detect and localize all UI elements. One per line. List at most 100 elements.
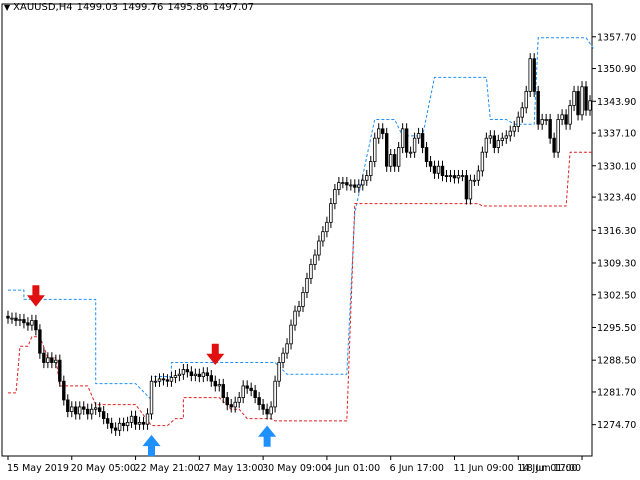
candle-body (496, 140, 501, 148)
close-value: 1497.07 (212, 2, 255, 13)
candle-body (333, 189, 337, 205)
buy-arrow-icon (258, 425, 277, 447)
candle-body (297, 306, 301, 312)
candle-body (488, 135, 493, 139)
candle-body (440, 165, 445, 176)
collapse-triangle-icon[interactable]: ▼ (4, 3, 11, 12)
candle-body (508, 130, 512, 137)
candle-body (516, 116, 520, 127)
candle-body (572, 91, 576, 106)
open-value: 1499.03 (76, 2, 118, 13)
x-tick-label: 22 May 21:00 (135, 463, 200, 474)
candle-body (353, 184, 357, 188)
candle-body (349, 184, 353, 187)
candle-body (30, 320, 34, 326)
upper-channel-line (8, 37, 595, 402)
candle-body (444, 175, 449, 177)
candle-body (476, 170, 481, 181)
candle-body (416, 133, 421, 139)
candle-body (78, 406, 82, 415)
candle-body (54, 359, 58, 363)
candle-body (62, 380, 66, 401)
candle-body (50, 357, 54, 363)
candle-body (169, 377, 174, 382)
x-tick-label: 30 May 09:00 (262, 463, 327, 474)
candle-body (341, 182, 345, 184)
y-tick-label: 1274.70 (597, 420, 636, 431)
candle-body (225, 397, 229, 405)
candle-body (101, 411, 106, 420)
candle-body (588, 100, 592, 111)
candle-body (580, 86, 584, 116)
candle-body (361, 179, 365, 186)
y-tick-label: 1288.50 (597, 356, 636, 367)
candle-body (161, 378, 166, 381)
candle-body (460, 175, 465, 177)
candle-body (58, 359, 62, 382)
candle-body (86, 408, 90, 415)
candle-body (420, 133, 425, 148)
candle-body (536, 91, 540, 125)
candle-body (392, 154, 397, 167)
candle-body (321, 231, 325, 242)
x-tick-label: 15 May 2019 (7, 463, 69, 474)
candle-body (109, 422, 114, 429)
candle-body (548, 119, 552, 139)
candle-body (141, 421, 146, 425)
candle-body (205, 372, 210, 377)
candle-body (325, 221, 329, 233)
candle-body (448, 175, 453, 177)
candle-body (317, 240, 321, 256)
candle-body (301, 292, 305, 307)
candle-body (177, 373, 182, 377)
x-tick-label: 27 May 13:00 (198, 463, 263, 474)
x-tick-label: 14 Jun 01:00 (517, 463, 577, 474)
candle-body (365, 175, 369, 181)
candle-body (436, 165, 441, 174)
candle-body (313, 254, 317, 265)
candle-body (285, 343, 289, 354)
candle-body (22, 319, 26, 324)
x-tick-label: 11 Jun 09:00 (453, 463, 513, 474)
y-tick-label: 1316.30 (597, 226, 636, 237)
x-tick-label: 4 Jun 01:00 (326, 463, 380, 474)
candle-body (309, 263, 313, 279)
candle-body (241, 385, 245, 398)
candle-body (428, 161, 433, 167)
candle-body (165, 379, 170, 382)
candle-body (408, 151, 413, 154)
candle-body (432, 165, 437, 174)
candle-body (400, 128, 405, 148)
candle-body (269, 406, 273, 415)
candle-body (385, 133, 389, 167)
candle-body (305, 277, 309, 293)
candle-body (289, 324, 293, 345)
candle-body (424, 147, 429, 162)
candle-body (456, 175, 461, 179)
plot-frame (1, 3, 593, 457)
candle-body (345, 182, 349, 186)
candle-body (125, 421, 130, 427)
candle-body (213, 380, 217, 387)
candle-body (90, 408, 94, 415)
candle-body (113, 427, 118, 431)
candle-body (46, 357, 50, 363)
candle-body (117, 422, 122, 431)
candle-body (540, 119, 544, 125)
candle-body (412, 137, 417, 153)
candle-body (584, 86, 588, 111)
candle-body (568, 105, 572, 125)
symbol-label: XAUUSD,H4 (13, 2, 73, 13)
candle-body (281, 352, 285, 363)
candle-body (552, 137, 556, 153)
y-tick-label: 1281.70 (597, 387, 636, 398)
candle-body (149, 380, 154, 415)
candle-body (396, 147, 401, 167)
candle-body (464, 175, 469, 200)
candle-body (468, 179, 473, 200)
chart-header: ▼ XAUUSD,H4 1499.03 1499.76 1495.86 1497.07 (4, 2, 254, 13)
y-tick-label: 1357.70 (597, 32, 636, 43)
candle-body (337, 182, 341, 191)
